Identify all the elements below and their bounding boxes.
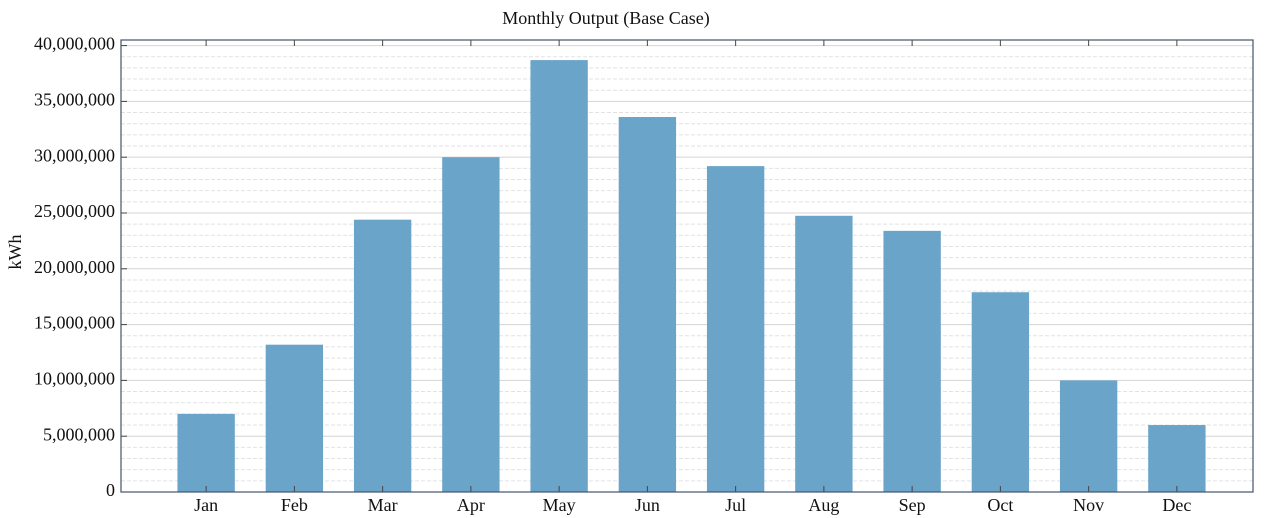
bar xyxy=(795,215,853,492)
chart-title: Monthly Output (Base Case) xyxy=(502,8,709,29)
x-tick-label: Mar xyxy=(368,495,398,515)
y-tick-label: 0 xyxy=(106,480,115,500)
x-tick-label: Jun xyxy=(635,495,660,515)
bar xyxy=(618,117,677,492)
bar xyxy=(706,166,765,492)
y-tick-label: 25,000,000 xyxy=(34,201,115,221)
y-tick-label: 30,000,000 xyxy=(34,145,115,165)
x-tick-label: Apr xyxy=(457,495,485,515)
y-tick-label: 20,000,000 xyxy=(34,257,115,277)
y-tick-label: 15,000,000 xyxy=(34,313,115,333)
y-tick-label: 5,000,000 xyxy=(43,424,115,444)
x-tick-label: Nov xyxy=(1073,495,1104,515)
bar xyxy=(883,230,941,492)
x-tick-label: Dec xyxy=(1162,495,1191,515)
bar xyxy=(353,219,412,492)
bar xyxy=(265,344,324,492)
bar xyxy=(1148,425,1206,492)
y-tick-label: 35,000,000 xyxy=(34,90,115,110)
y-tick-label: 40,000,000 xyxy=(34,34,115,54)
x-tick-label: May xyxy=(543,495,576,515)
y-tick-label: 10,000,000 xyxy=(34,369,115,389)
bar xyxy=(530,60,588,492)
y-axis-label: kWh xyxy=(5,235,25,270)
bar xyxy=(442,157,500,492)
x-tick-label: Aug xyxy=(808,495,839,515)
bar xyxy=(177,413,235,492)
plot-frame xyxy=(120,39,1254,493)
x-tick-label: Oct xyxy=(987,495,1013,515)
x-tick-label: Jul xyxy=(725,495,746,515)
x-tick-label: Feb xyxy=(281,495,308,515)
bar xyxy=(971,292,1030,492)
bar xyxy=(1059,380,1118,492)
x-tick-label: Jan xyxy=(194,495,218,515)
x-tick-label: Sep xyxy=(899,495,926,515)
